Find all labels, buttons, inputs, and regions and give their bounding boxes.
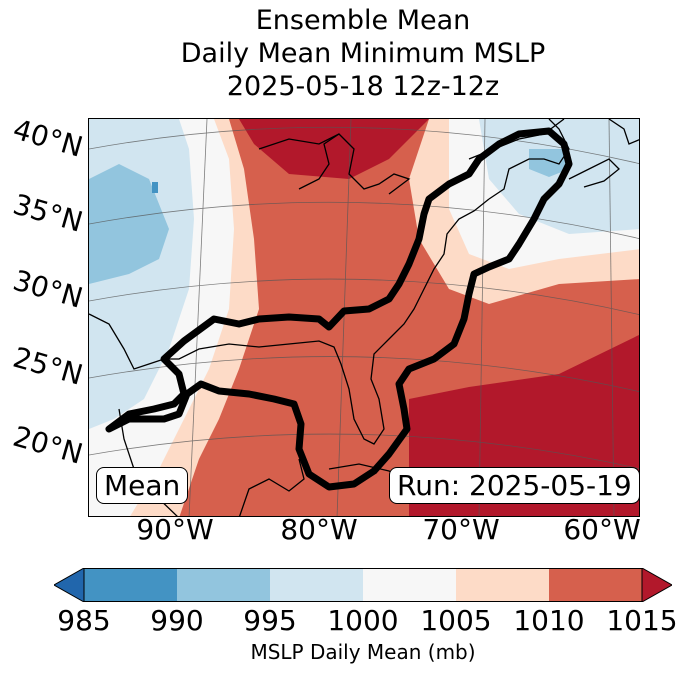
lat-label-30: 30°N <box>9 263 87 315</box>
colorbar <box>54 568 672 602</box>
mean-label: Mean <box>96 467 189 504</box>
run-date-label: Run: 2025-05-19 <box>389 467 640 504</box>
pressure-map <box>88 118 640 517</box>
gridline-lon-60 <box>608 119 615 516</box>
colorbar-label: MSLP Daily Mean (mb) <box>250 640 476 664</box>
coastline-new-england <box>488 119 570 200</box>
lat-label-40: 40°N <box>9 112 87 164</box>
lat-label-20: 20°N <box>9 419 87 471</box>
colorbar-990-995 <box>177 568 271 602</box>
colorbar-tick-995: 995 <box>243 604 297 637</box>
coastline-newfoundland <box>608 119 639 145</box>
colorbar-995-1000 <box>270 568 364 602</box>
colorbar-tick-1010: 1010 <box>513 604 585 637</box>
title-line-1: Ensemble Mean <box>255 5 471 36</box>
colorbar-tick-1005: 1005 <box>420 604 492 637</box>
colorbar-tick-1015: 1015 <box>606 604 678 637</box>
coastline-yucatan <box>239 458 305 516</box>
gridline-lon-70 <box>478 119 486 516</box>
lon-label-90w: 90°W <box>136 513 214 546</box>
coastline-lake-superior <box>258 133 340 150</box>
colorbar-1000-1005 <box>363 568 457 602</box>
colorbar-1005-1010 <box>456 568 550 602</box>
lat-label-25: 25°N <box>9 340 87 392</box>
gridline-lat-30 <box>89 278 639 315</box>
gridline-lon-90 <box>188 119 208 516</box>
gridline-lat-20 <box>89 433 639 469</box>
field-990-995 <box>89 164 169 284</box>
field-990-995-north <box>529 149 569 177</box>
lon-label-70w: 70°W <box>422 513 500 546</box>
title-line-2: Daily Mean Minimum MSLP <box>180 38 546 69</box>
title-line-3: 2025-05-18 12z-12z <box>226 71 500 102</box>
lon-label-80w: 80°W <box>280 513 358 546</box>
gridline-lon-80 <box>336 119 352 516</box>
colorbar-1010-1015 <box>549 568 643 602</box>
colorbar-tick-985: 985 <box>57 604 111 637</box>
colorbar-extend-high <box>641 568 672 602</box>
highlight-contour <box>105 127 573 491</box>
lon-label-60w: 60°W <box>563 513 641 546</box>
colorbar-extend-low <box>54 568 85 602</box>
field-985-990 <box>152 182 158 193</box>
colorbar-tick-990: 990 <box>150 604 204 637</box>
colorbar-985-990 <box>84 568 178 602</box>
gridline-lat-25 <box>89 356 639 392</box>
lat-label-35: 35°N <box>9 187 87 239</box>
coastline-great-lakes <box>298 133 411 195</box>
gridline-lat-35 <box>89 201 639 239</box>
coastline-nova-scotia <box>568 158 620 188</box>
colorbar-tick-1000: 1000 <box>327 604 399 637</box>
